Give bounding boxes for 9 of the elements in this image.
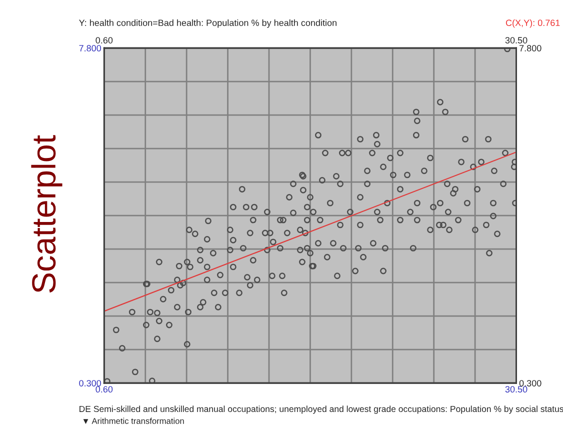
x2-tick-label: 30.50 <box>505 37 528 44</box>
y-axis-title: Y: health condition=Bad health: Population % by health condition <box>79 19 336 28</box>
y2-tick-label: 0.300 <box>519 380 542 386</box>
x2-tick-label: 0.60 <box>96 37 113 44</box>
text: ▼ Arithmetic transformation <box>83 418 184 424</box>
text: C(X,Y): 0.761 <box>506 19 560 28</box>
x-axis-title: DE Semi-skilled and unskilled manual occupations; unemployed and lowest grade occupations: Population % by social status <box>80 406 563 414</box>
y2-tick-label: 7.800 <box>520 45 542 52</box>
text: Scatterplot <box>31 135 62 293</box>
